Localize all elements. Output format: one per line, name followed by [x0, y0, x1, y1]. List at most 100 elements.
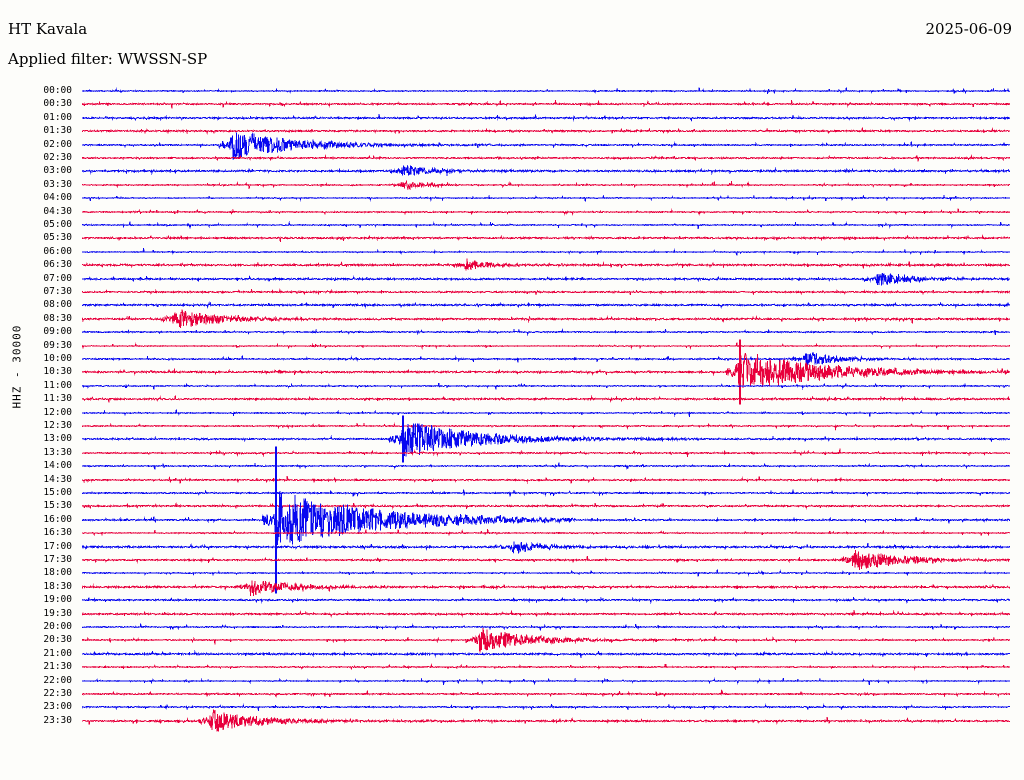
02-00: [82, 132, 1010, 160]
time-label-06-00: 06:00: [43, 246, 72, 257]
time-label-15-00: 15:00: [43, 487, 72, 498]
time-label-01-00: 01:00: [43, 112, 72, 123]
16-00: [82, 491, 1010, 549]
record-date: 2025-06-09: [925, 20, 1012, 38]
20-00: [82, 623, 1010, 631]
15-30: [82, 502, 1010, 510]
05-00: [82, 221, 1010, 230]
time-label-11-00: 11:00: [43, 380, 72, 391]
time-label-09-30: 09:30: [43, 340, 72, 351]
time-label-14-00: 14:00: [43, 460, 72, 471]
time-label-11-30: 11:30: [43, 393, 72, 404]
15-00: [82, 489, 1010, 498]
time-label-08-00: 08:00: [43, 299, 72, 310]
helicorder-plot: [82, 84, 1010, 770]
21-00: [82, 650, 1010, 659]
time-label-07-00: 07:00: [43, 273, 72, 284]
01-30: [82, 127, 1010, 136]
time-label-04-00: 04:00: [43, 192, 72, 203]
time-label-01-30: 01:30: [43, 125, 72, 136]
09-30: [82, 342, 1010, 350]
time-label-22-30: 22:30: [43, 688, 72, 699]
time-label-16-00: 16:00: [43, 514, 72, 525]
time-label-21-00: 21:00: [43, 648, 72, 659]
station-title: HT Kavala: [8, 20, 88, 38]
time-label-02-00: 02:00: [43, 139, 72, 150]
time-label-16-30: 16:30: [43, 527, 72, 538]
trace-canvas: [82, 87, 1010, 732]
06-30: [82, 258, 1010, 271]
time-label-19-30: 19:30: [43, 608, 72, 619]
time-label-07-30: 07:30: [43, 286, 72, 297]
time-label-00-00: 00:00: [43, 85, 72, 96]
time-axis: 00:00 00:30 01:00 01:30 02:00 02:30 03:00 03:30…: [0, 84, 80, 774]
23-30: [82, 709, 1010, 732]
13-30: [82, 448, 1010, 458]
time-label-10-30: 10:30: [43, 366, 72, 377]
time-label-00-30: 00:30: [43, 98, 72, 109]
23-00: [82, 703, 1010, 711]
18-00: [82, 569, 1010, 577]
21-30: [82, 663, 1010, 671]
time-label-17-00: 17:00: [43, 541, 72, 552]
17-00: [82, 541, 1010, 554]
time-label-12-00: 12:00: [43, 407, 72, 418]
04-00: [82, 194, 1010, 202]
time-label-18-30: 18:30: [43, 581, 72, 592]
time-label-08-30: 08:30: [43, 313, 72, 324]
time-label-15-30: 15:30: [43, 500, 72, 511]
time-label-09-00: 09:00: [43, 326, 72, 337]
time-label-06-30: 06:30: [43, 259, 72, 270]
22-30: [82, 688, 1010, 699]
09-00: [82, 328, 1010, 337]
13-00: [82, 420, 1010, 457]
14-30: [82, 475, 1010, 484]
time-label-19-00: 19:00: [43, 594, 72, 605]
18-30: [82, 580, 1010, 597]
03-00: [82, 164, 1010, 177]
time-label-21-30: 21:30: [43, 661, 72, 672]
04-30: [82, 208, 1010, 216]
11-00: [82, 382, 1010, 390]
time-label-23-00: 23:00: [43, 701, 72, 712]
10-00: [82, 351, 1010, 367]
16-30: [82, 528, 1010, 537]
applied-filter-label: Applied filter: WWSSN-SP: [8, 50, 208, 68]
07-00: [82, 272, 1010, 286]
time-label-23-30: 23:30: [43, 715, 72, 726]
03-30: [82, 180, 1010, 191]
time-label-20-30: 20:30: [43, 634, 72, 645]
00-30: [82, 99, 1010, 109]
05-30: [82, 234, 1010, 243]
02-30: [82, 154, 1010, 162]
time-label-20-00: 20:00: [43, 621, 72, 632]
time-label-05-00: 05:00: [43, 219, 72, 230]
time-label-10-00: 10:00: [43, 353, 72, 364]
17-30: [82, 550, 1010, 570]
08-00: [82, 301, 1010, 309]
time-label-05-30: 05:30: [43, 232, 72, 243]
10-30: [82, 353, 1010, 392]
12-00: [82, 409, 1010, 417]
20-30: [82, 627, 1010, 653]
11-30: [82, 394, 1010, 404]
22-00: [82, 677, 1010, 685]
time-label-13-30: 13:30: [43, 447, 72, 458]
time-label-22-00: 22:00: [43, 675, 72, 686]
time-label-13-00: 13:00: [43, 433, 72, 444]
12-30: [82, 422, 1010, 431]
time-label-18-00: 18:00: [43, 567, 72, 578]
07-30: [82, 288, 1010, 296]
time-label-12-30: 12:30: [43, 420, 72, 431]
time-label-04-30: 04:30: [43, 206, 72, 217]
00-00: [82, 87, 1010, 95]
time-label-14-30: 14:30: [43, 474, 72, 485]
08-30: [82, 309, 1010, 329]
time-label-02-30: 02:30: [43, 152, 72, 163]
time-label-03-00: 03:00: [43, 165, 72, 176]
01-00: [82, 114, 1010, 123]
06-00: [82, 247, 1010, 256]
19-00: [82, 596, 1010, 605]
time-label-03-30: 03:30: [43, 179, 72, 190]
